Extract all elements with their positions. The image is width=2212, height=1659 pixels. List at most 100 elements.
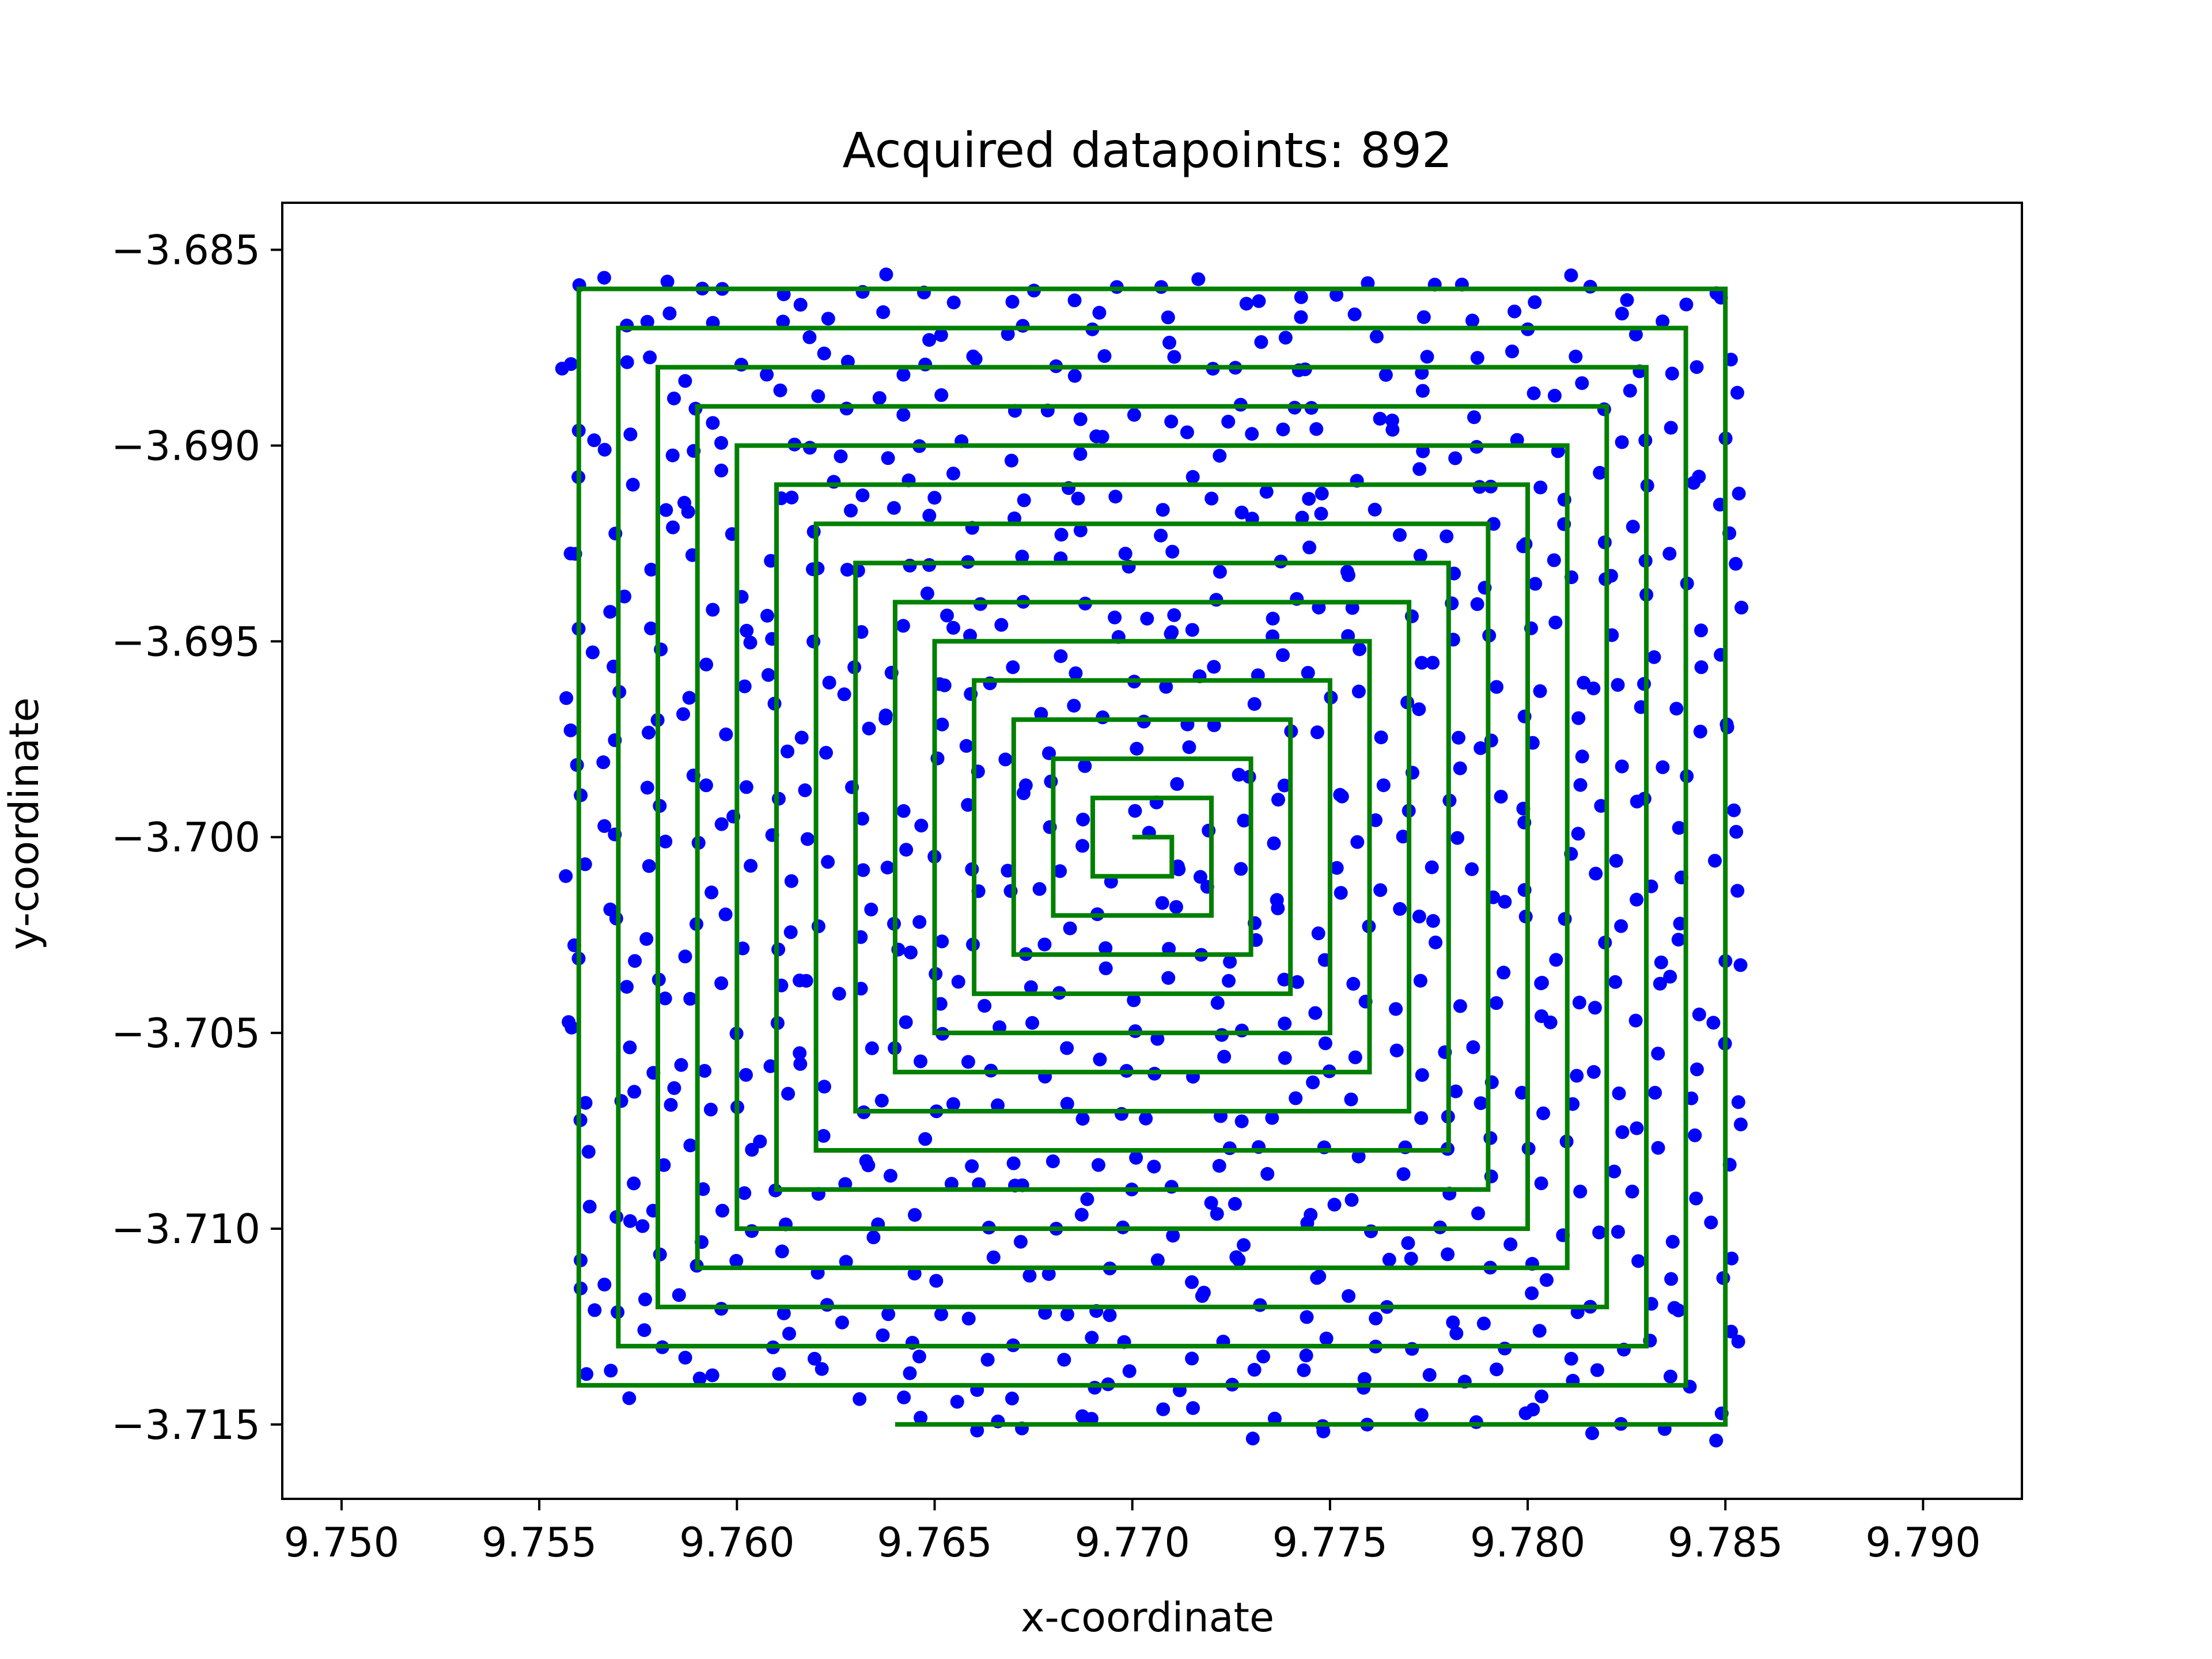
data-point xyxy=(623,1040,637,1055)
x-axis-label: x-coordinate xyxy=(1021,1594,1274,1641)
data-point xyxy=(835,1315,849,1330)
data-point xyxy=(1267,1411,1282,1426)
data-point xyxy=(559,691,574,705)
data-point xyxy=(667,1081,681,1095)
data-point xyxy=(1210,996,1225,1010)
data-point xyxy=(1441,1247,1455,1262)
data-point xyxy=(1239,297,1253,311)
data-point xyxy=(587,433,601,448)
data-point xyxy=(1213,449,1227,463)
data-point xyxy=(1731,1335,1745,1349)
data-point xyxy=(1169,900,1183,914)
data-point xyxy=(876,305,891,319)
data-point xyxy=(623,1214,637,1228)
data-point xyxy=(676,707,690,721)
data-point xyxy=(1422,1368,1437,1382)
data-point xyxy=(1165,544,1180,559)
data-point xyxy=(1156,503,1170,517)
y-tick-label: −3.685 xyxy=(111,227,260,274)
data-point xyxy=(1330,287,1343,302)
data-point xyxy=(1489,996,1503,1010)
data-point xyxy=(1060,1097,1074,1111)
data-point xyxy=(1536,1106,1551,1120)
data-point xyxy=(737,1186,752,1200)
data-point xyxy=(1654,955,1668,969)
data-point xyxy=(903,1366,917,1380)
data-point xyxy=(876,1328,890,1343)
data-point xyxy=(678,1350,692,1365)
data-point xyxy=(1626,520,1640,534)
data-point xyxy=(1139,1111,1153,1126)
data-point xyxy=(581,1145,596,1159)
data-point xyxy=(1543,1015,1558,1029)
data-point xyxy=(935,934,949,949)
data-point xyxy=(1547,553,1561,567)
data-point xyxy=(1590,1363,1604,1377)
data-point xyxy=(777,1306,791,1320)
y-tick-label: −3.715 xyxy=(111,1402,260,1449)
data-point xyxy=(1412,910,1426,923)
data-point xyxy=(1448,451,1463,465)
data-point xyxy=(677,495,691,510)
data-point xyxy=(781,1086,796,1101)
data-point xyxy=(1625,1184,1639,1199)
data-point xyxy=(1647,650,1661,664)
data-point xyxy=(582,1199,597,1214)
data-point xyxy=(817,1080,831,1094)
data-point xyxy=(1690,360,1704,374)
data-point xyxy=(1389,1043,1404,1058)
data-point xyxy=(1185,469,1200,484)
data-point xyxy=(1212,1158,1226,1173)
data-point xyxy=(1470,597,1484,611)
data-point xyxy=(1310,725,1324,740)
data-point xyxy=(896,619,910,633)
data-point xyxy=(1628,327,1643,342)
data-point xyxy=(1440,529,1454,544)
data-point xyxy=(1004,453,1018,468)
data-point xyxy=(620,355,634,369)
data-point xyxy=(1015,550,1029,564)
x-tick-label: 9.780 xyxy=(1470,1519,1585,1566)
data-point xyxy=(1223,955,1237,969)
data-point xyxy=(1254,335,1268,349)
data-point xyxy=(1245,427,1259,441)
data-point xyxy=(1210,1207,1224,1221)
data-point xyxy=(1426,656,1440,670)
data-point xyxy=(1669,702,1684,716)
data-point xyxy=(1319,1331,1334,1346)
data-point xyxy=(1630,1121,1644,1135)
data-point xyxy=(832,987,846,1001)
data-point xyxy=(1278,1051,1292,1065)
data-point xyxy=(1308,1006,1323,1020)
axes-frame xyxy=(281,202,2023,1500)
data-point xyxy=(1222,974,1236,988)
data-point xyxy=(699,657,713,672)
data-point xyxy=(666,520,680,535)
data-point xyxy=(1301,666,1315,680)
data-point xyxy=(1615,1125,1630,1139)
data-point xyxy=(1191,272,1206,286)
data-point xyxy=(881,451,895,465)
data-point xyxy=(1076,812,1090,827)
data-point xyxy=(1001,327,1015,341)
data-point xyxy=(1414,1408,1429,1422)
data-point xyxy=(837,687,851,702)
data-point xyxy=(1690,1062,1704,1077)
data-point xyxy=(1294,310,1308,324)
data-point xyxy=(903,945,918,960)
data-point xyxy=(578,857,592,872)
data-point xyxy=(1730,884,1745,898)
data-point xyxy=(715,1203,729,1218)
data-point xyxy=(1615,759,1629,774)
data-point xyxy=(798,783,812,797)
data-point xyxy=(1665,366,1679,381)
data-point xyxy=(839,1255,853,1269)
data-point xyxy=(1733,1118,1748,1131)
data-point xyxy=(579,1367,594,1381)
data-point xyxy=(822,676,836,690)
data-point xyxy=(1164,414,1179,429)
data-point xyxy=(640,781,654,795)
data-point xyxy=(998,752,1013,767)
data-point xyxy=(1573,778,1588,792)
data-point xyxy=(1099,941,1113,955)
